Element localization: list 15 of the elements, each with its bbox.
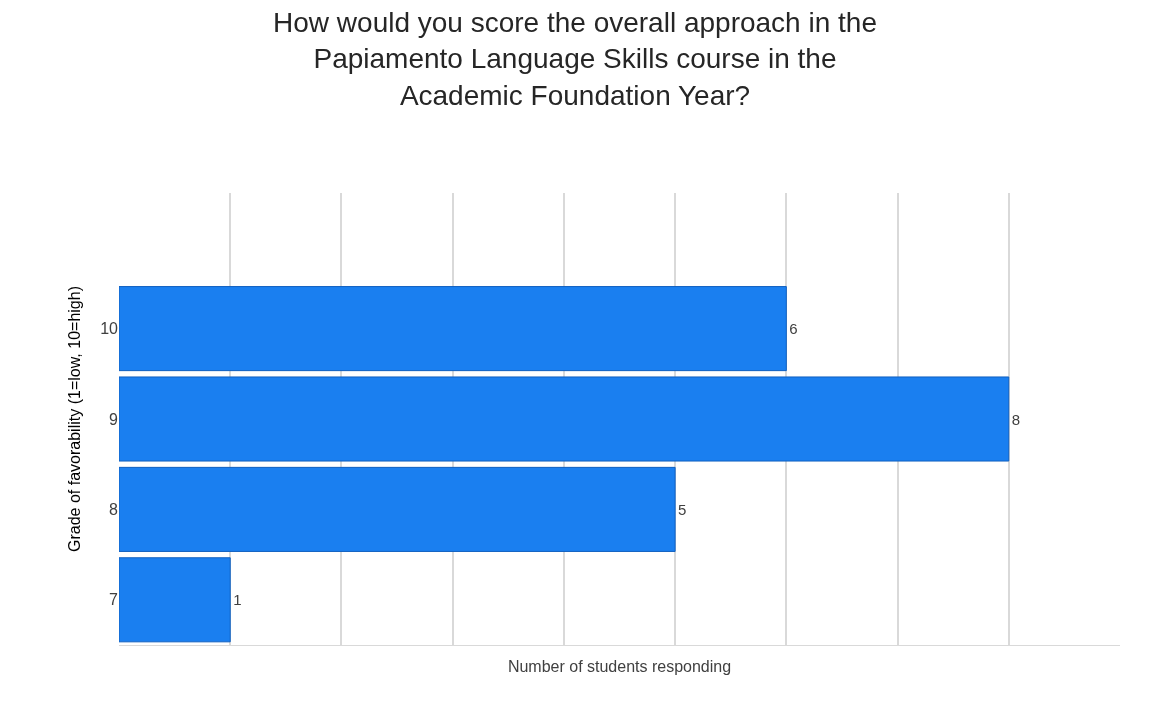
bar <box>119 557 231 643</box>
y-tick-label: 10 <box>100 320 119 338</box>
bar <box>119 376 1010 462</box>
bar <box>119 466 676 552</box>
bar <box>119 286 787 372</box>
data-label: 1 <box>233 591 242 609</box>
y-tick-label: 8 <box>109 501 119 518</box>
x-axis-title: Number of students responding <box>507 657 732 675</box>
data-label: 5 <box>678 500 687 518</box>
chart-title: How would you score the overall approach in the Papiamento Language Skills course in the Academic Foundation Year? <box>273 7 877 111</box>
y-tick-label: 9 <box>109 410 119 428</box>
y-axis-title: Grade of favorability (1=low, 10=high) <box>66 286 84 552</box>
data-label: 8 <box>1011 410 1021 428</box>
data-label: 6 <box>789 320 798 338</box>
y-tick-label: 7 <box>109 591 119 609</box>
